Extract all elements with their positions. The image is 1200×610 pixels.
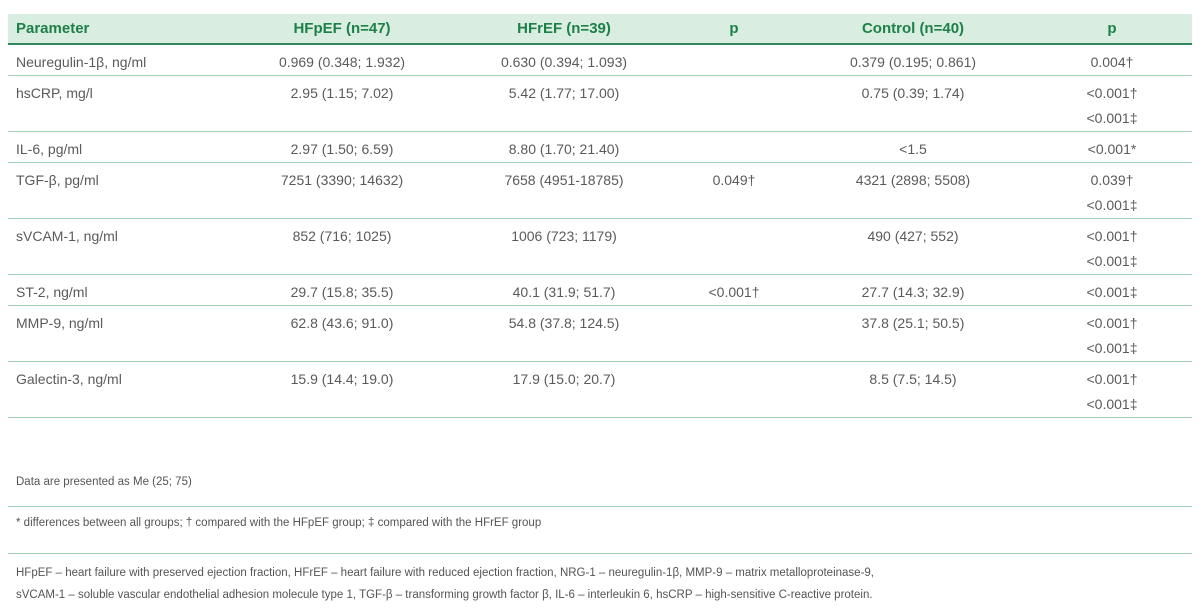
cell-control: 27.7 (14.3; 32.9) (861, 284, 965, 300)
cell-control: 0.379 (0.195; 0.861) (849, 54, 977, 70)
cell-hfpef: 852 (716; 1025) (292, 228, 392, 244)
cell-p-control: <0.001† <0.001‡ (1032, 362, 1192, 418)
cell-hfref: 17.9 (15.0; 20.7) (512, 371, 616, 387)
table-row: Neuregulin-1β, ng/ml 0.969 (0.348; 1.932… (8, 44, 1192, 76)
cell-p (674, 132, 794, 163)
cell-hfpef: 2.95 (1.15; 7.02) (290, 85, 394, 101)
cell-p (674, 306, 794, 362)
col-header-control: Control (n=40) (861, 20, 965, 37)
cell-hfref: 5.42 (1.77; 17.00) (508, 85, 620, 101)
cell-parameter: TGF-β, pg/ml (16, 172, 99, 188)
p-value: <0.001† (1086, 228, 1138, 244)
col-header-hfref: HFrEF (n=39) (517, 20, 611, 37)
header-row: Parameter HFpEF (n=47) HFrEF (n=39) p Co… (8, 14, 1192, 44)
cell-hfpef: 2.97 (1.50; 6.59) (290, 141, 394, 157)
cell-p-control: 0.004† (1032, 44, 1192, 76)
cell-p (674, 219, 794, 275)
cell-hfref: 40.1 (31.9; 51.7) (512, 284, 616, 300)
table-row: Galectin-3, ng/ml 15.9 (14.4; 19.0) 17.9… (8, 362, 1192, 418)
cell-hfref: 8.80 (1.70; 21.40) (508, 141, 620, 157)
cell-hfpef: 7251 (3390; 14632) (280, 172, 404, 188)
p-value: <0.001† (1086, 85, 1138, 101)
cell-parameter: hsCRP, mg/l (16, 85, 93, 101)
cell-hfpef: 29.7 (15.8; 35.5) (290, 284, 394, 300)
footnote-symbols: * differences between all groups; † comp… (8, 507, 1192, 554)
cell-hfref: 0.630 (0.394; 1.093) (500, 54, 628, 70)
table-row: MMP-9, ng/ml 62.8 (43.6; 91.0) 54.8 (37.… (8, 306, 1192, 362)
cell-hfref: 54.8 (37.8; 124.5) (508, 315, 620, 331)
p-value: <0.001* (1087, 141, 1137, 157)
cell-p: <0.001† (708, 284, 760, 300)
table-row: IL-6, pg/ml 2.97 (1.50; 6.59) 8.80 (1.70… (8, 132, 1192, 163)
cell-hfpef: 15.9 (14.4; 19.0) (290, 371, 394, 387)
cell-control: 37.8 (25.1; 50.5) (861, 315, 965, 331)
cell-parameter: sVCAM-1, ng/ml (16, 228, 118, 244)
cell-p-control: 0.039† <0.001‡ (1032, 163, 1192, 219)
p-value: <0.001‡ (1086, 197, 1138, 213)
cell-parameter: ST-2, ng/ml (16, 284, 88, 300)
p-value: <0.001‡ (1086, 253, 1138, 269)
cell-p (674, 362, 794, 418)
col-header-parameter: Parameter (16, 20, 90, 37)
biomarker-table: Parameter HFpEF (n=47) HFrEF (n=39) p Co… (8, 14, 1192, 418)
col-header-hfpef: HFpEF (n=47) (293, 20, 391, 37)
p-value: <0.001† (1086, 371, 1138, 387)
table-row: hsCRP, mg/l 2.95 (1.15; 7.02) 5.42 (1.77… (8, 76, 1192, 132)
p-value: <0.001‡ (1086, 340, 1138, 356)
p-value: <0.001† (1086, 315, 1138, 331)
cell-parameter: MMP-9, ng/ml (16, 315, 104, 331)
cell-hfpef: 0.969 (0.348; 1.932) (278, 54, 406, 70)
cell-parameter: Galectin-3, ng/ml (16, 371, 122, 387)
cell-hfref: 1006 (723; 1179) (511, 228, 617, 244)
p-value: 0.004† (1090, 54, 1134, 70)
p-value: <0.001‡ (1086, 396, 1138, 412)
cell-p (674, 76, 794, 132)
cell-p (674, 44, 794, 76)
abbreviations-line: sVCAM-1 – soluble vascular endothelial a… (16, 589, 873, 601)
table-row: ST-2, ng/ml 29.7 (15.8; 35.5) 40.1 (31.9… (8, 275, 1192, 306)
table-footnotes: Data are presented as Me (25; 75) * diff… (8, 466, 1192, 606)
cell-control: 4321 (2898; 5508) (855, 172, 971, 188)
footnote-abbreviations: HFpEF – heart failure with preserved eje… (8, 554, 1192, 606)
col-header-p-control: p (1107, 20, 1117, 37)
cell-hfpef: 62.8 (43.6; 91.0) (290, 315, 394, 331)
cell-p: 0.049† (712, 172, 756, 188)
cell-hfref: 7658 (4951-18785) (504, 172, 624, 188)
cell-control: 8.5 (7.5; 14.5) (869, 371, 957, 387)
table-body: Neuregulin-1β, ng/ml 0.969 (0.348; 1.932… (8, 44, 1192, 418)
cell-p-control: <0.001† <0.001‡ (1032, 76, 1192, 132)
p-value: <0.001‡ (1086, 110, 1138, 126)
cell-p-control: <0.001† <0.001‡ (1032, 306, 1192, 362)
abbreviations-line: HFpEF – heart failure with preserved eje… (16, 567, 874, 579)
cell-control: <1.5 (899, 141, 927, 157)
p-value: 0.039† (1090, 172, 1134, 188)
cell-parameter: IL-6, pg/ml (16, 141, 83, 157)
table-row: sVCAM-1, ng/ml 852 (716; 1025) 1006 (723… (8, 219, 1192, 275)
col-header-p: p (729, 20, 739, 37)
cell-control: 0.75 (0.39; 1.74) (861, 85, 965, 101)
cell-p-control: <0.001† <0.001‡ (1032, 219, 1192, 275)
cell-p-control: <0.001* (1032, 132, 1192, 163)
cell-control: 490 (427; 552) (867, 228, 959, 244)
cell-p-control: <0.001‡ (1032, 275, 1192, 306)
table-row: TGF-β, pg/ml 7251 (3390; 14632) 7658 (49… (8, 163, 1192, 219)
footnote-data-presented: Data are presented as Me (25; 75) (8, 466, 1192, 507)
cell-parameter: Neuregulin-1β, ng/ml (16, 54, 147, 70)
table-header: Parameter HFpEF (n=47) HFrEF (n=39) p Co… (8, 14, 1192, 44)
p-value: <0.001‡ (1086, 284, 1138, 300)
